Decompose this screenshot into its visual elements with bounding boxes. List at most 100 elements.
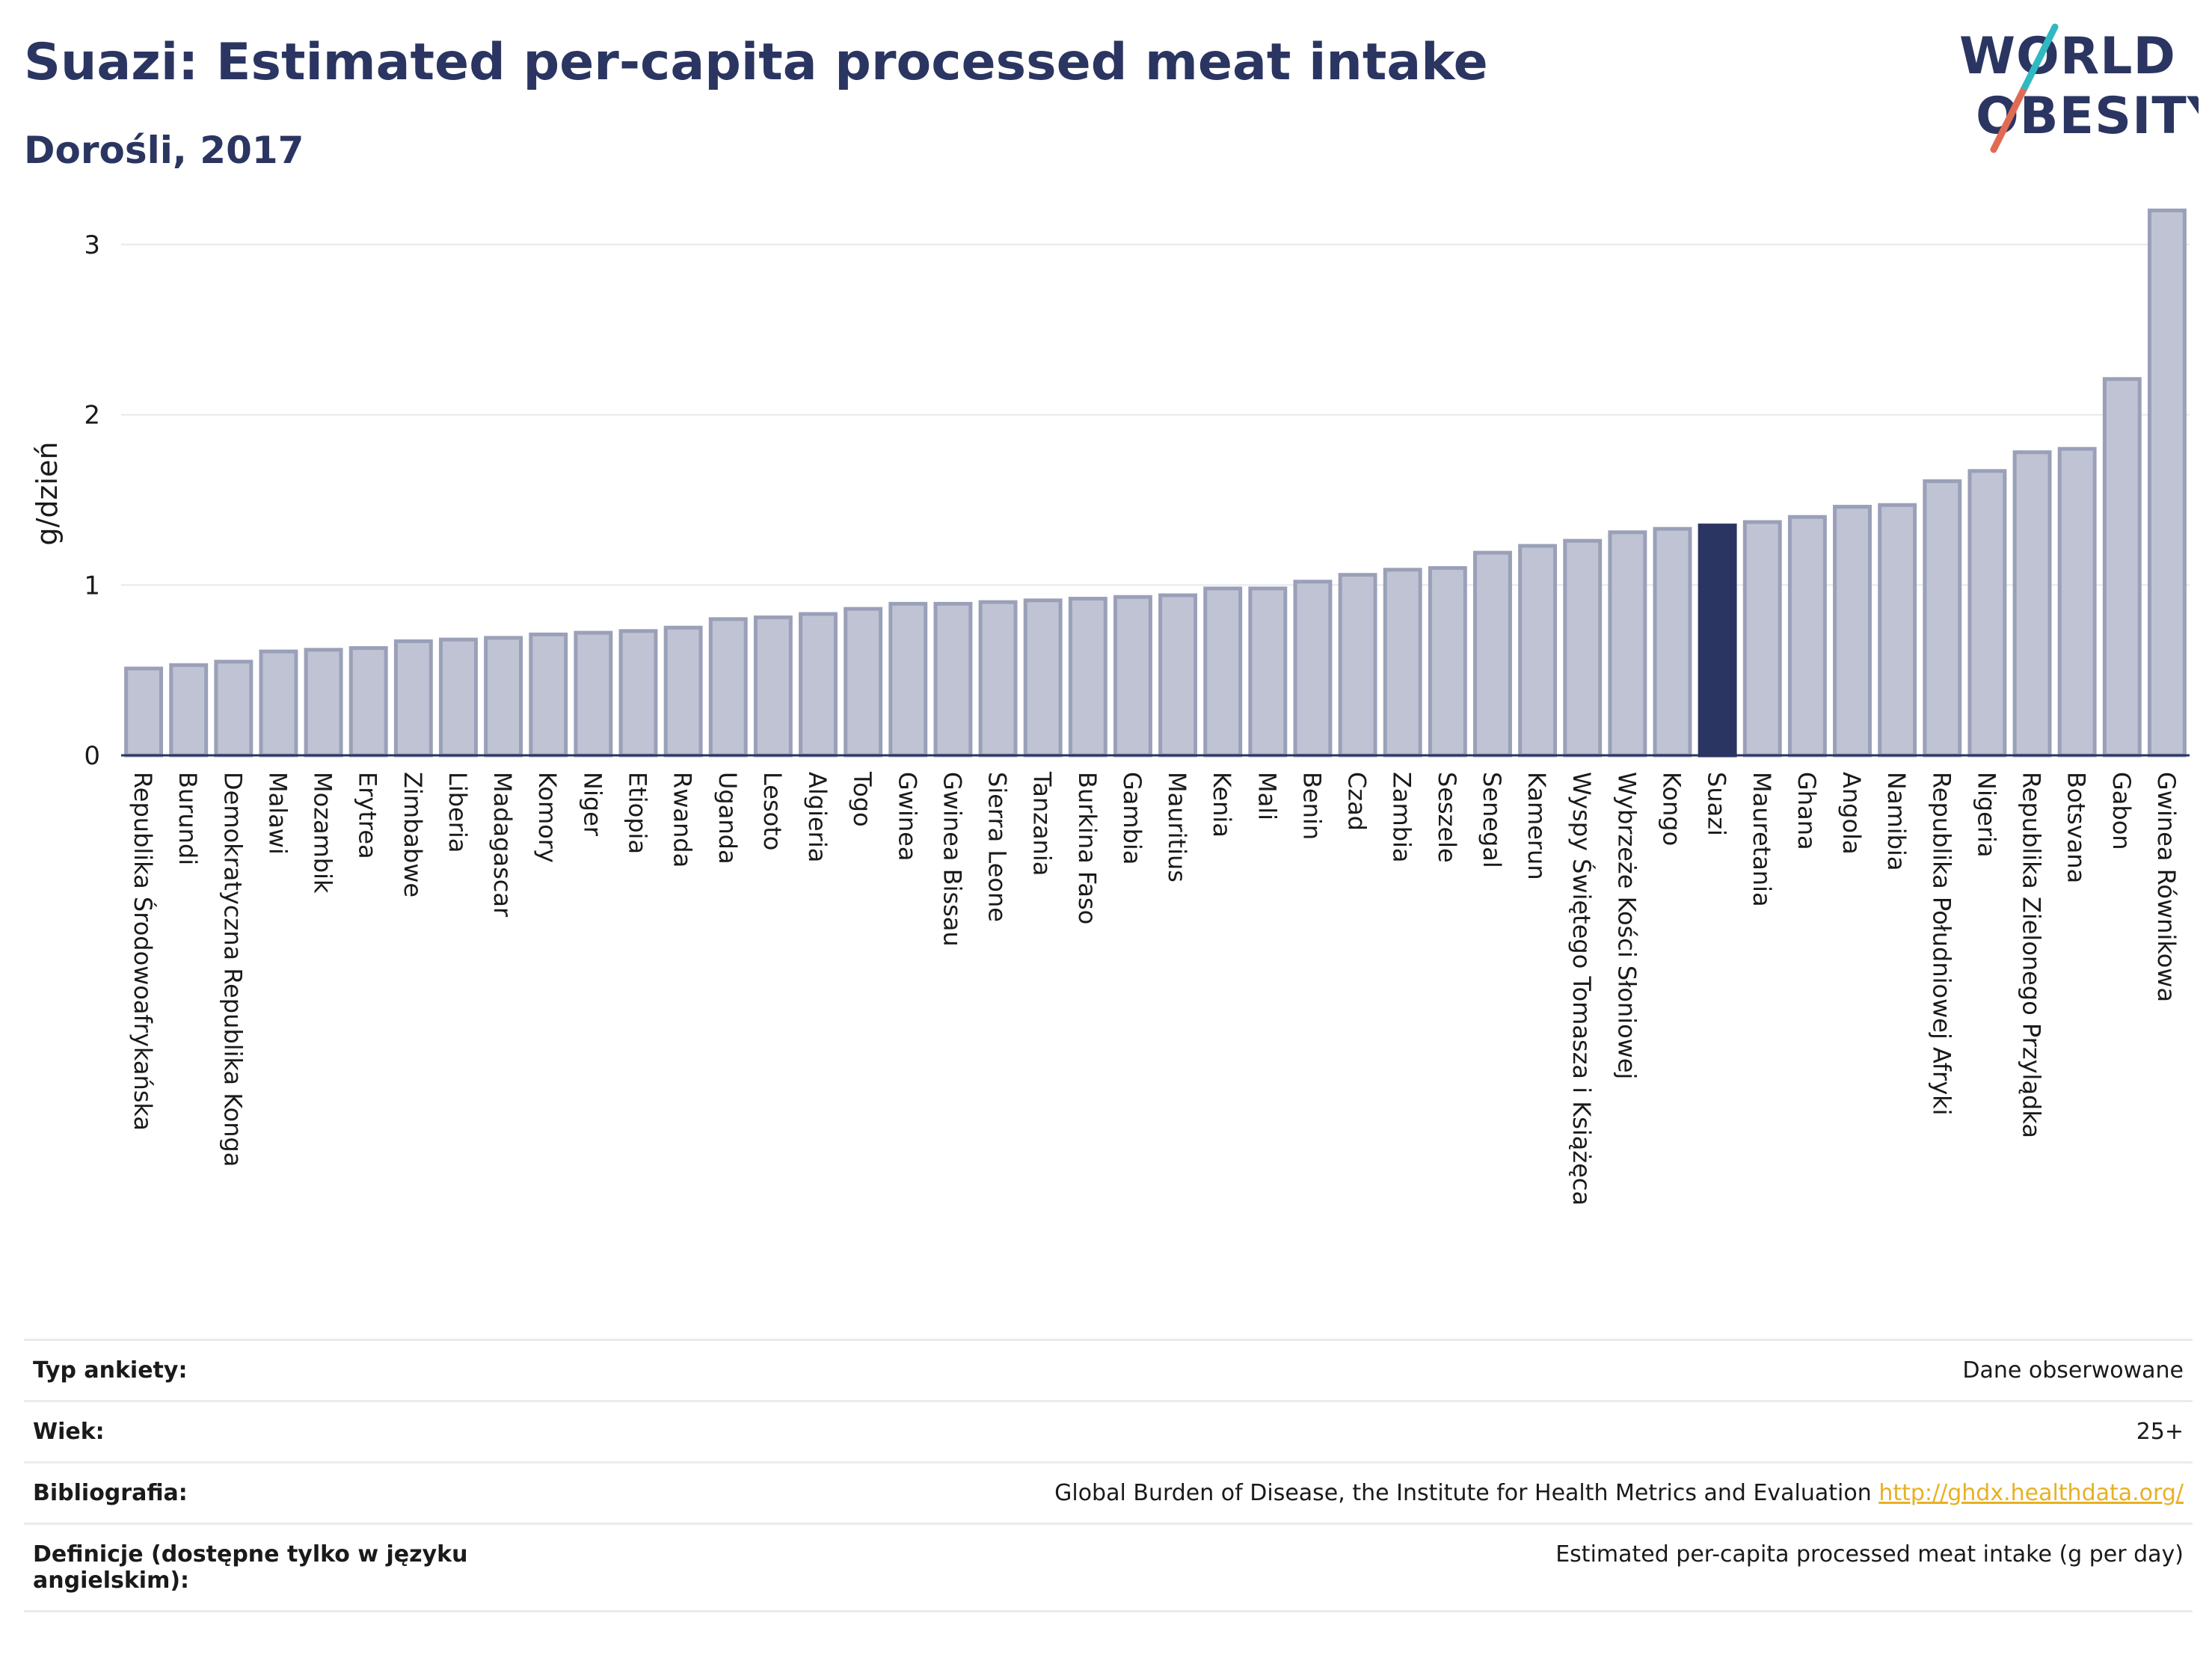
bar [1113, 595, 1152, 758]
bar [1068, 597, 1107, 758]
x-tick-label: Gwinea [893, 772, 921, 861]
bar [888, 601, 928, 758]
x-tick-label: Suazi [1703, 772, 1731, 836]
info-key: Definicje (dostępne tylko w języku angie… [24, 1523, 506, 1612]
bar [978, 600, 1018, 758]
bar [1563, 538, 1603, 758]
x-tick-label: Senegal [1478, 772, 1506, 868]
x-tick-label: Niger [578, 772, 606, 837]
bar [933, 601, 973, 758]
chart-title: Suazi: Estimated per-capita processed me… [24, 33, 1488, 92]
x-tick-label: Burundi [173, 772, 202, 865]
bar [2102, 377, 2142, 758]
x-tick-label: Czad [1343, 772, 1371, 831]
y-tick-label: 0 [84, 741, 100, 771]
bar [1338, 573, 1377, 758]
info-key: Wiek: [24, 1400, 506, 1463]
x-tick-label: Zambia [1388, 772, 1416, 863]
bar [1428, 566, 1467, 758]
x-tick-label: Mauritius [1163, 772, 1191, 882]
y-tick-label: 2 [84, 401, 100, 431]
x-tick-label: Zimbabwe [399, 772, 427, 897]
x-tick-label: Mozambik [309, 772, 337, 894]
x-tick-label: Togo [848, 771, 876, 827]
x-tick-label: Komory [533, 772, 562, 863]
bar [169, 663, 209, 758]
bar [1833, 505, 1872, 758]
bar [2012, 450, 2052, 758]
x-tick-label: Rwanda [669, 772, 697, 868]
bar [124, 666, 164, 758]
y-tick-label: 3 [84, 230, 100, 260]
y-axis-label: g/dzień [31, 441, 64, 545]
x-tick-label: Burkina Faso [1073, 772, 1102, 924]
x-tick-label: Demokratyczna Republika Konga [218, 772, 247, 1167]
x-tick-label: Republika Południowej Afryki [1927, 772, 1956, 1116]
x-tick-label: Tanzania [1028, 771, 1057, 876]
world-obesity-logo: WORLD OBESITY [1959, 23, 2199, 153]
x-tick-label: Mali [1253, 772, 1281, 820]
x-tick-label: Sierra Leone [983, 772, 1012, 922]
x-tick-label: Mauretania [1748, 772, 1776, 907]
x-tick-label: Gambia [1118, 772, 1146, 865]
info-value: 25+ [506, 1400, 2193, 1463]
info-table: Typ ankiety: Dane obserwowane Wiek: 25+ … [24, 1339, 2193, 1612]
bar [304, 648, 343, 758]
bar [753, 615, 793, 758]
bar [1293, 580, 1333, 758]
x-tick-label: Kenia [1208, 772, 1236, 838]
bar [1383, 568, 1422, 758]
bar [1653, 526, 1692, 758]
bar [1248, 586, 1288, 758]
bar [1518, 544, 1558, 758]
info-value-bibliography: Global Burden of Disease, the Institute … [506, 1461, 2193, 1524]
bibliography-text: Global Burden of Disease, the Institute … [1054, 1480, 1872, 1506]
info-value: Dane obserwowane [506, 1339, 2193, 1401]
x-tick-label: Angola [1837, 772, 1866, 855]
bar [439, 637, 478, 758]
bar [663, 625, 703, 758]
x-tick-label: Gwinea Bissau [938, 772, 966, 947]
bar [844, 607, 883, 758]
bar [484, 636, 523, 758]
bar [348, 646, 388, 758]
x-tick-label: Liberia [443, 772, 472, 853]
x-tick-label: Nigeria [1972, 772, 2000, 857]
bar [1158, 593, 1198, 758]
bar [1878, 503, 1917, 758]
bar [1203, 586, 1243, 758]
chart-subtitle: Dorośli, 2017 [24, 129, 304, 172]
x-tick-label: Kongo [1658, 772, 1686, 846]
bar [259, 649, 298, 758]
x-tick-label: Etiopia [624, 772, 652, 854]
x-tick-label: Algieria [803, 772, 832, 862]
x-tick-label: Uganda [713, 772, 742, 865]
info-key: Bibliografia: [24, 1461, 506, 1524]
info-value: Estimated per-capita processed meat inta… [506, 1523, 2193, 1612]
x-tick-label: Malawi [263, 772, 292, 855]
bar [1742, 520, 1782, 758]
bar [799, 612, 838, 758]
x-tick-label: Ghana [1792, 772, 1821, 850]
bar [2057, 446, 2097, 758]
x-tick-label: Madagascar [488, 772, 517, 918]
x-tick-label: Republika Środowoafrykańska [129, 772, 158, 1131]
logo-slash-coral [1990, 83, 2029, 153]
bar [1608, 530, 1647, 758]
x-tick-label: Lesoto [758, 772, 787, 850]
x-tick-label: Namibia [1882, 772, 1911, 871]
bar [574, 630, 613, 758]
x-tick-label: Seszele [1433, 772, 1461, 863]
x-tick-label: Botsvana [2062, 772, 2091, 883]
logo-slash-teal [2021, 23, 2059, 90]
bibliography-link[interactable]: http://ghdx.healthdata.org/ [1878, 1480, 2184, 1506]
bar [214, 660, 254, 758]
info-row-survey: Typ ankiety: Dane obserwowane [24, 1339, 2193, 1401]
info-row-age: Wiek: 25+ [24, 1400, 2193, 1463]
x-tick-label: Republika Zielonego Przylądka [2018, 772, 2046, 1138]
bar [529, 632, 568, 758]
bar-chart: 0 1 2 3 g/dzień Republika Środowoafrykańska Bu… [31, 208, 2190, 1206]
bar [1967, 469, 2007, 758]
bar [1473, 550, 1512, 758]
x-tick-label: Kamerun [1523, 772, 1551, 880]
